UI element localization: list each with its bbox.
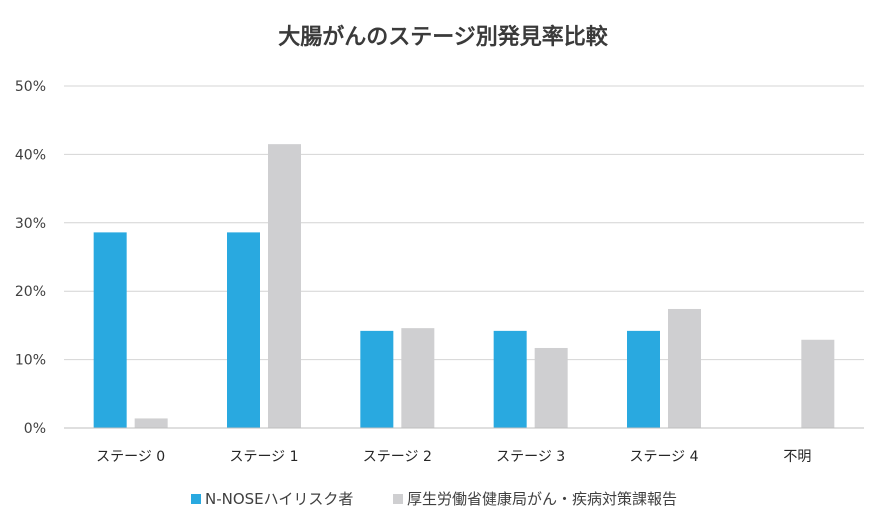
y-tick-label: 40% [15,147,46,163]
x-category-label: ステージ 1 [229,449,298,465]
gridlines [64,85,864,361]
y-tick-label: 0% [24,421,46,437]
y-tick-label: 20% [15,284,46,300]
bar-series-2-cat-3 [401,328,435,428]
x-category-label: 不明 [783,449,811,465]
x-axis-categories: ステージ 0 ステージ 1 ステージ 2 ステージ 3 ステージ 4 不明 [96,449,811,465]
bar-series-1-cat-5 [627,330,660,428]
bar-series-1-cat-3 [360,330,394,428]
y-axis-ticks: 0% 10% 20% 30% 40% 50% [15,79,46,437]
x-category-label: ステージ 0 [96,449,165,465]
legend: N-NOSEハイリスク者 厚生労働省健康局がん・疾病対策課報告 [191,490,677,508]
chart-title: 大腸がんのステージ別発見率比較 [278,24,609,50]
bar-series-2-cat-1 [134,418,168,428]
bar-series-2-cat-2 [268,144,301,428]
legend-swatch-2 [393,494,403,504]
bar-series-1-cat-2 [227,232,260,428]
y-tick-label: 10% [15,353,46,369]
bar-series-2-cat-5 [668,308,701,428]
x-category-label: ステージ 3 [496,449,565,465]
y-tick-label: 50% [15,79,46,95]
legend-label-2: 厚生労働省健康局がん・疾病対策課報告 [407,490,677,508]
bar-series-1-cat-4 [493,330,527,428]
legend-swatch-1 [191,494,201,504]
legend-label-1: N-NOSEハイリスク者 [205,490,353,508]
bar-series-2-cat-6 [801,339,835,428]
x-category-label: ステージ 2 [363,449,432,465]
bars [93,144,835,428]
y-tick-label: 30% [15,216,46,232]
bar-series-1-cat-1 [93,232,127,428]
x-category-label: ステージ 4 [629,449,698,465]
bar-series-2-cat-4 [534,347,568,428]
